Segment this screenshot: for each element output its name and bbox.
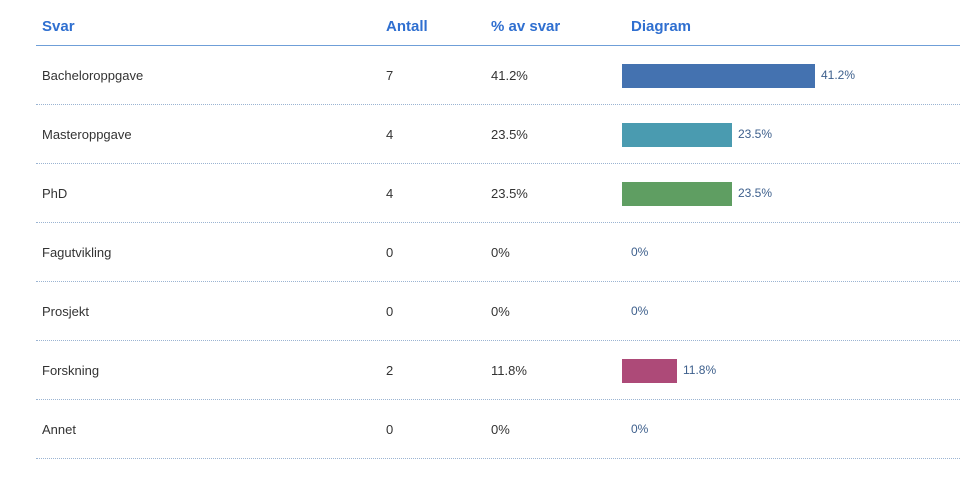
table-body: Bacheloroppgave 7 41.2% 41.2% Masteroppgave 4… <box>36 46 960 459</box>
chart-bar <box>622 182 732 206</box>
answer-count: 0 <box>386 304 394 319</box>
header-antall[interactable]: Antall <box>386 18 428 35</box>
answer-percent: 23.5% <box>491 186 528 201</box>
answer-percent: 23.5% <box>491 127 528 142</box>
answer-percent: 0% <box>491 245 510 260</box>
header-svar[interactable]: Svar <box>42 18 75 35</box>
answer-percent: 0% <box>491 422 510 437</box>
answer-percent: 41.2% <box>491 68 528 83</box>
table-row: Prosjekt 0 0% 0% <box>36 282 960 341</box>
answer-label: Prosjekt <box>42 304 89 319</box>
table-row: Annet 0 0% 0% <box>36 400 960 459</box>
answer-label: Bacheloroppgave <box>42 68 144 83</box>
answer-label: Forskning <box>42 363 100 378</box>
table-row: Fagutvikling 0 0% 0% <box>36 223 960 282</box>
table-row: PhD 4 23.5% 23.5% <box>36 164 960 223</box>
bar-data-label: 11.8% <box>683 363 717 377</box>
diagram-cell: 41.2% <box>622 64 952 88</box>
chart-bar <box>622 359 677 383</box>
answer-count: 7 <box>386 68 394 83</box>
header-percent[interactable]: % av svar <box>491 18 561 35</box>
answer-label: Fagutvikling <box>42 245 112 260</box>
table-row: Bacheloroppgave 7 41.2% 41.2% <box>36 46 960 105</box>
table-row: Forskning 2 11.8% 11.8% <box>36 341 960 400</box>
bar-data-label: 0% <box>631 304 649 318</box>
bar-data-label: 0% <box>631 245 649 259</box>
diagram-cell: 23.5% <box>622 123 952 147</box>
answer-label: PhD <box>42 186 68 201</box>
answer-percent: 11.8% <box>491 363 527 378</box>
answer-count: 0 <box>386 422 394 437</box>
table-row: Masteroppgave 4 23.5% 23.5% <box>36 105 960 164</box>
chart-bar <box>622 64 815 88</box>
diagram-cell: 0% <box>622 418 952 442</box>
answer-count: 2 <box>386 363 394 378</box>
bar-data-label: 23.5% <box>738 186 773 200</box>
survey-results-table: Svar Antall % av svar Diagram Bachelorop… <box>36 6 960 459</box>
answer-count: 4 <box>386 127 394 142</box>
answer-label: Masteroppgave <box>42 127 132 142</box>
header-diagram: Diagram <box>631 18 692 35</box>
answer-percent: 0% <box>491 304 510 319</box>
bar-data-label: 0% <box>631 422 649 436</box>
answer-label: Annet <box>42 422 76 437</box>
answer-count: 0 <box>386 245 394 260</box>
diagram-cell: 0% <box>622 300 952 324</box>
answer-count: 4 <box>386 186 394 201</box>
diagram-cell: 23.5% <box>622 182 952 206</box>
table-header: Svar Antall % av svar Diagram <box>36 6 960 46</box>
chart-bar <box>622 123 732 147</box>
diagram-cell: 0% <box>622 241 952 265</box>
bar-data-label: 41.2% <box>821 68 856 82</box>
diagram-cell: 11.8% <box>622 359 952 383</box>
bar-data-label: 23.5% <box>738 127 773 141</box>
